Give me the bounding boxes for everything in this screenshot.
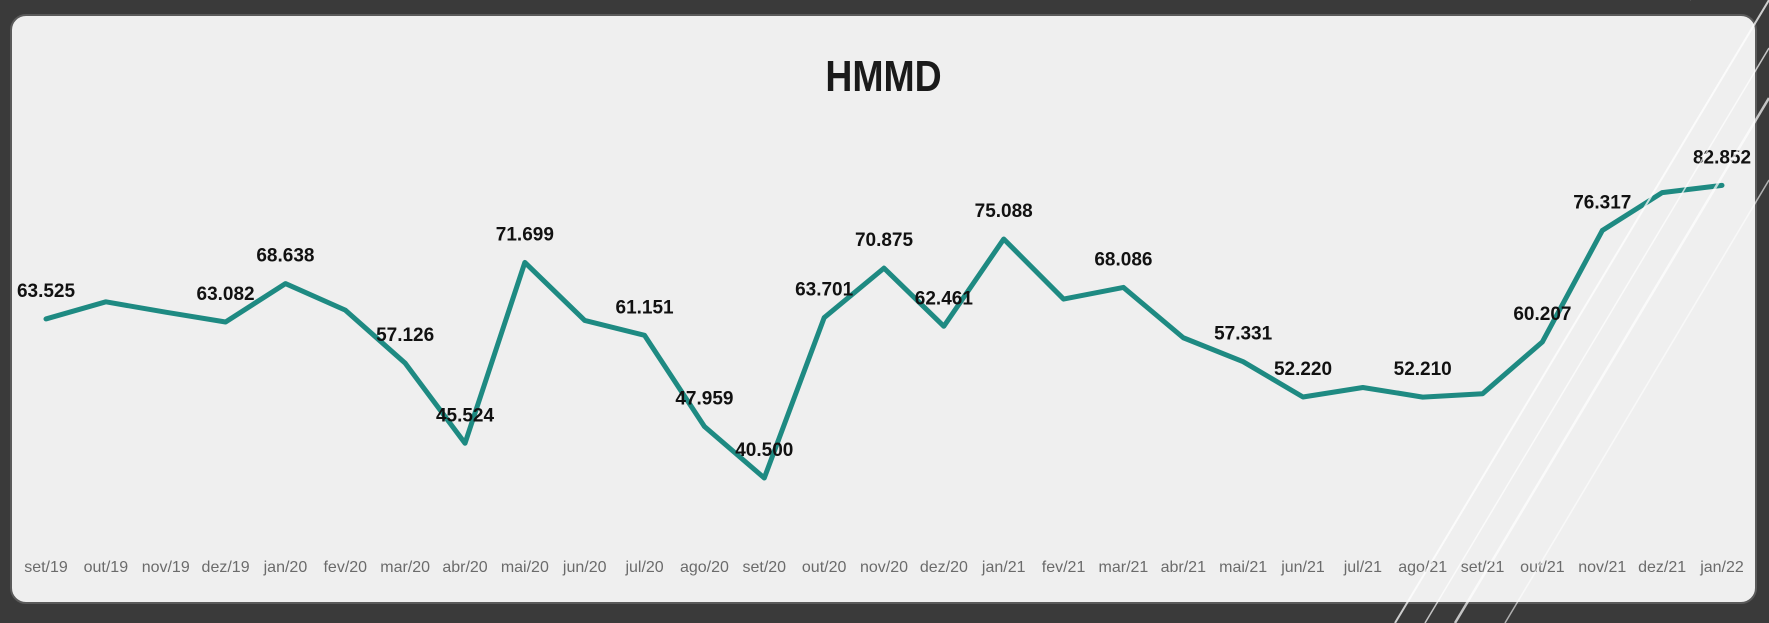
data-point xyxy=(463,441,467,446)
data-label: 76.317 xyxy=(1573,193,1631,214)
data-label: 52.210 xyxy=(1394,359,1452,380)
x-tick-label: set/20 xyxy=(742,559,786,576)
x-tick-label: mar/21 xyxy=(1099,559,1149,576)
data-point xyxy=(1241,359,1246,364)
data-point xyxy=(762,476,767,480)
data-point xyxy=(941,324,946,329)
data-label: 40.500 xyxy=(735,440,793,461)
x-tick-label: jun/21 xyxy=(1280,559,1325,576)
data-label: 71.699 xyxy=(496,224,554,245)
x-tick-label: out/21 xyxy=(1520,559,1565,576)
x-tick-label: ago/21 xyxy=(1398,559,1447,576)
x-tick-label: dez/20 xyxy=(920,559,968,576)
x-tick-label: jul/20 xyxy=(624,559,663,576)
data-point xyxy=(103,299,108,304)
x-tick-label: mar/20 xyxy=(380,559,430,576)
data-label: 62.461 xyxy=(915,288,974,309)
x-tick-label: fev/20 xyxy=(323,559,367,576)
data-point xyxy=(283,281,288,286)
data-point xyxy=(702,424,707,429)
data-point xyxy=(403,361,408,366)
data-label: 68.086 xyxy=(1094,249,1152,270)
x-tick-label: nov/21 xyxy=(1578,559,1626,576)
data-point xyxy=(1480,391,1485,396)
data-label: 68.638 xyxy=(256,246,314,267)
chart-frame: HMMD 63.525 63.082 68.638 57.126 45.524 71.69… xyxy=(10,14,1757,604)
data-point xyxy=(1301,395,1305,400)
x-tick-label: jan/20 xyxy=(263,559,308,576)
data-label: 63.701 xyxy=(795,280,854,301)
data-point xyxy=(1420,395,1425,400)
data-point xyxy=(223,319,228,324)
data-point xyxy=(822,315,827,320)
data-label: 63.082 xyxy=(197,284,255,305)
x-tick-label: dez/21 xyxy=(1638,559,1686,576)
x-tick-label: set/21 xyxy=(1461,559,1505,576)
data-label: 60.207 xyxy=(1513,304,1571,325)
data-label: 61.151 xyxy=(616,297,675,318)
x-tick-label: jan/22 xyxy=(1699,559,1744,576)
x-tick-label: dez/19 xyxy=(202,559,250,576)
chart-title: HMMD xyxy=(825,52,942,101)
x-tick-label: nov/19 xyxy=(142,559,190,576)
data-label: 57.126 xyxy=(376,325,434,346)
data-point xyxy=(1720,183,1724,188)
x-tick-label: fev/21 xyxy=(1042,559,1086,576)
data-point xyxy=(882,266,886,271)
data-label: 57.331 xyxy=(1214,324,1273,345)
x-tick-label: set/19 xyxy=(24,559,68,576)
data-label: 75.088 xyxy=(975,201,1033,222)
x-tick-label: nov/20 xyxy=(860,559,908,576)
data-point xyxy=(163,310,168,315)
data-label: 45.524 xyxy=(436,405,495,426)
data-label: 70.875 xyxy=(855,230,914,251)
data-point xyxy=(1360,385,1365,390)
data-point xyxy=(1600,228,1605,233)
data-point xyxy=(1061,297,1066,302)
x-tick-label: jul/21 xyxy=(1343,559,1382,576)
x-tick-label: ago/20 xyxy=(680,559,729,576)
data-point xyxy=(1181,335,1186,340)
x-tick-label: abr/20 xyxy=(442,559,487,576)
x-tick-label: out/20 xyxy=(802,559,847,576)
x-tick-label: mai/21 xyxy=(1219,559,1267,576)
x-tick-label: mai/20 xyxy=(501,559,549,576)
data-point xyxy=(44,316,48,321)
data-label: 82.852 xyxy=(1693,147,1751,168)
data-point xyxy=(1660,190,1665,195)
data-label: 52.220 xyxy=(1274,359,1332,380)
data-point xyxy=(522,260,527,265)
data-point xyxy=(1001,237,1006,242)
data-point xyxy=(343,308,348,313)
data-point xyxy=(642,333,647,338)
x-tick-label: abr/21 xyxy=(1161,559,1206,576)
data-label: 63.525 xyxy=(17,281,76,302)
data-point xyxy=(1540,339,1545,344)
x-tick-label: jan/21 xyxy=(981,559,1026,576)
data-point xyxy=(1121,285,1126,290)
x-tick-label: jun/20 xyxy=(562,559,607,576)
data-label: 47.959 xyxy=(675,388,733,409)
data-point xyxy=(582,318,587,323)
x-tick-label: out/19 xyxy=(84,559,129,576)
